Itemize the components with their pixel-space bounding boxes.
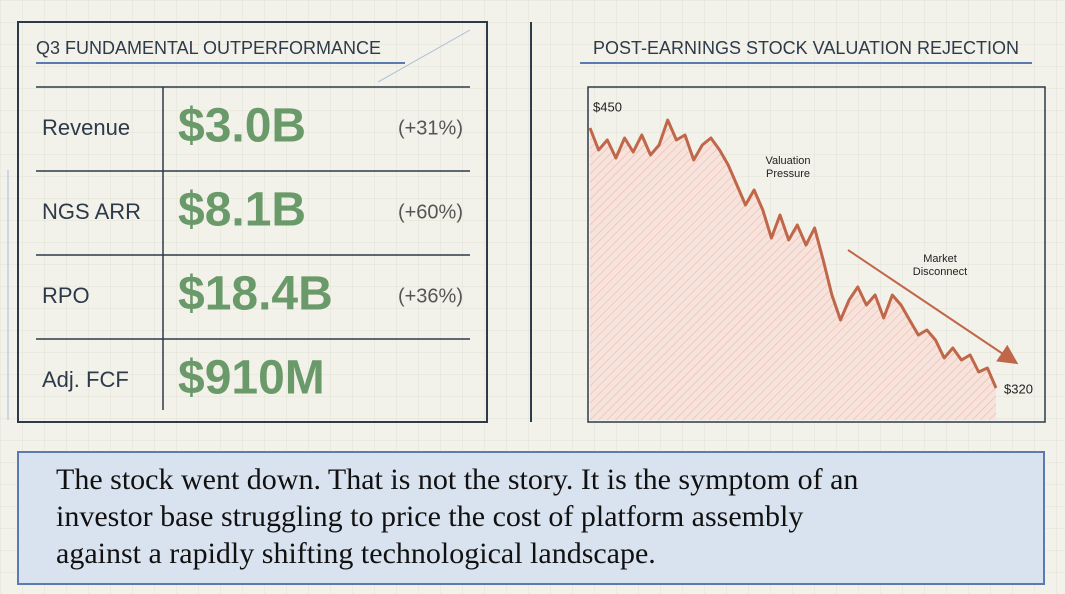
value-label: $450 [593,99,622,114]
metric-change: (+31%) [398,117,463,139]
trend-arrow [847,249,1019,365]
caption-box [17,451,1045,585]
panel-title: Q3 FUNDAMENTAL OUTPERFORMANCE [36,38,381,58]
annotation: Valuation [765,155,810,167]
caption-line: The stock went down. That is not the sto… [56,463,858,496]
metric-change: (+36%) [398,285,463,307]
annotation: Market [923,253,957,265]
metric-label: Revenue [42,115,130,140]
value-label: $320 [1004,381,1033,396]
metrics-frame [17,21,488,423]
metric-label: NGS ARR [42,199,141,224]
metric-value: $910M [178,352,325,405]
metric-value: $18.4B [178,268,333,321]
annotation: Disconnect [913,266,967,278]
plot-frame [587,86,1046,423]
area-fill [590,120,996,420]
caption-line: investor base struggling to price the co… [56,500,803,533]
metric-value: $8.1B [178,184,306,237]
chart-title: POST-EARNINGS STOCK VALUATION REJECTION [593,38,1019,58]
metric-change: (+60%) [398,201,463,223]
metrics-table: Revenue $3.0B (+31%) NGS ARR $8.1B (+60%) RPO $… [36,100,470,405]
caption: The stock went down. That is not the sto… [56,463,858,570]
price-line [588,118,998,389]
metric-value: $3.0B [178,100,306,153]
metric-label: RPO [42,283,90,308]
annotation: Pressure [766,168,810,180]
metric-label: Adj. FCF [42,367,129,392]
caption-line: against a rapidly shifting technological… [56,537,656,570]
blueprint-line [377,29,471,83]
